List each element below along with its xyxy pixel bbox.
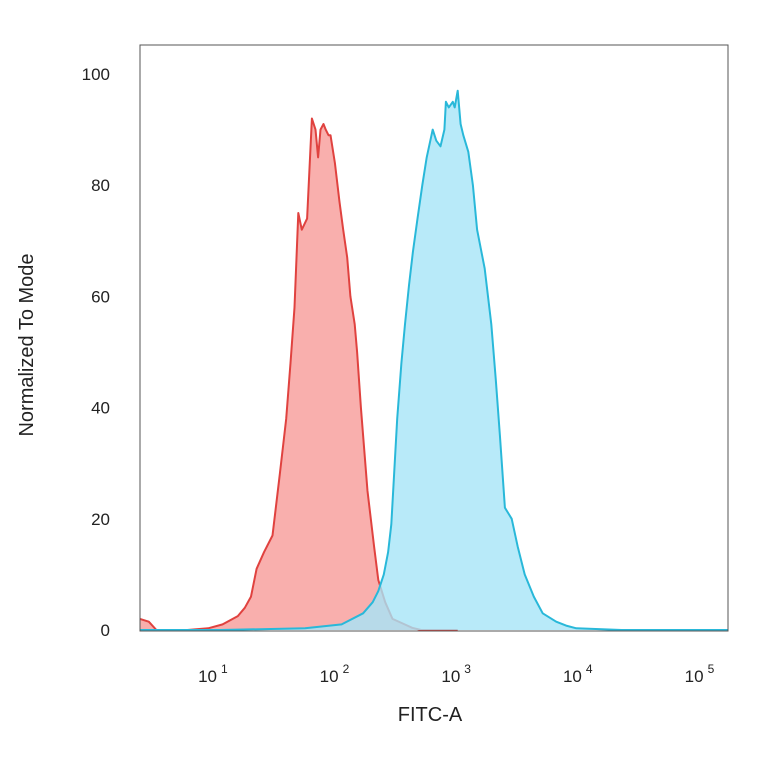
series-2-line: [140, 89, 728, 631]
x-tick-base: 10: [198, 667, 217, 686]
y-tick-label: 60: [91, 287, 110, 306]
y-tick-label: 80: [91, 176, 110, 195]
x-axis-title: FITC-A: [398, 704, 463, 726]
x-tick-exponent: 3: [464, 662, 471, 676]
x-tick-base: 10: [320, 667, 339, 686]
series-1-area: [140, 118, 458, 630]
x-tick-labels: 10 1 10 2 10 3 10 4 10 5: [198, 662, 715, 686]
x-tick-base: 10: [563, 667, 582, 686]
x-tick-exponent: 2: [343, 662, 350, 676]
x-tick-base: 10: [685, 667, 704, 686]
x-tick-label: 10 2: [320, 662, 350, 686]
y-tick-label: 0: [101, 621, 110, 640]
x-tick-label: 10 4: [563, 662, 593, 686]
x-tick-label: 10 5: [685, 662, 715, 686]
series-1-line: [139, 117, 458, 631]
y-axis-title: Normalized To Mode: [16, 253, 38, 436]
y-tick-labels: 0 20 40 60 80 100: [82, 65, 110, 640]
series-layer: [139, 89, 728, 631]
x-tick-exponent: 1: [221, 662, 228, 676]
y-tick-label: 100: [82, 65, 110, 84]
y-tick-label: 40: [91, 399, 110, 418]
x-tick-label: 10 1: [198, 662, 228, 686]
x-tick-exponent: 5: [708, 662, 715, 676]
plot-frame: [139, 44, 729, 632]
x-tick-exponent: 4: [586, 662, 593, 676]
y-tick-label: 20: [91, 510, 110, 529]
series-2-area: [140, 90, 728, 630]
x-tick-label: 10 3: [441, 662, 471, 686]
x-tick-base: 10: [441, 667, 460, 686]
